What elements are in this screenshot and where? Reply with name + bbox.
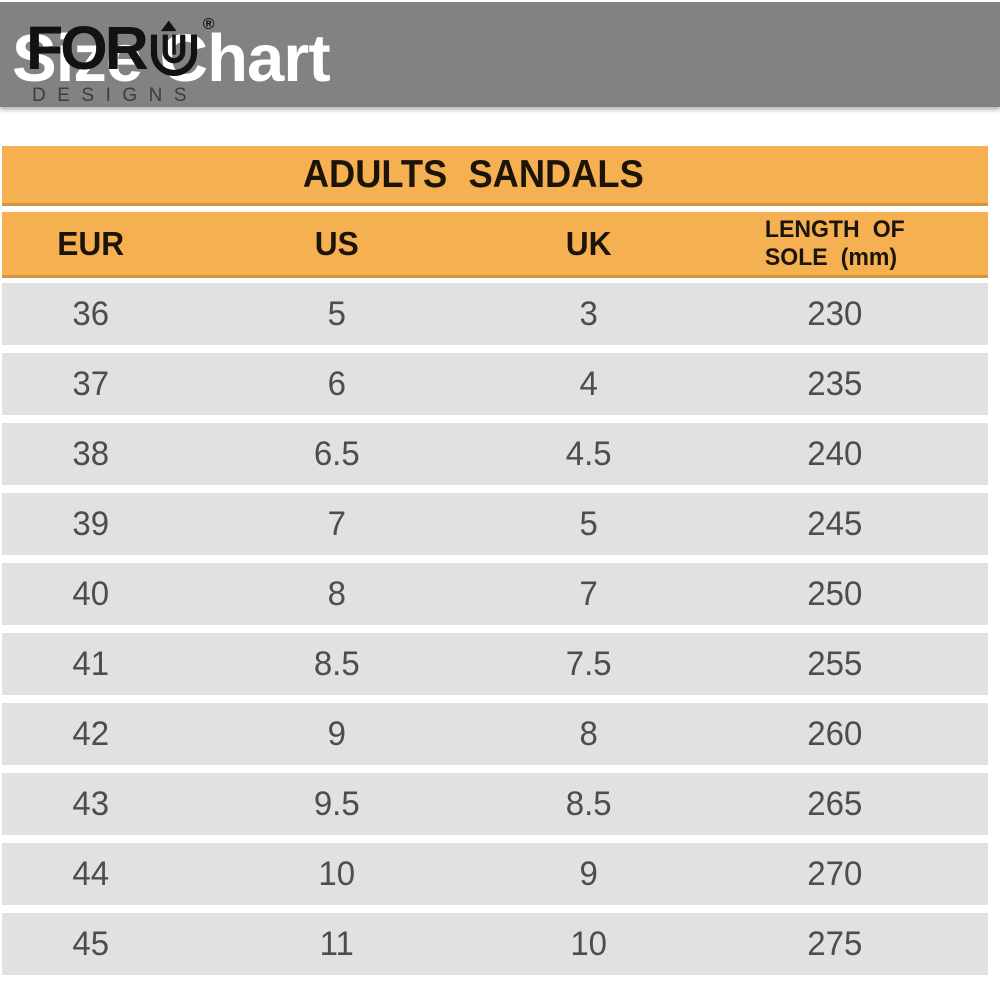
cell-sole-length: 245 [807,504,863,543]
cell-eur: 44 [72,854,110,893]
column-header-us: US [315,224,360,262]
cell-sole-length: 275 [807,924,863,963]
cell-eur: 45 [72,924,110,963]
table-title-band: ADULTS SANDALS [2,146,988,206]
cell-uk: 5 [579,504,598,543]
brand-banner: Size Chart FOR ® DESIGNS [0,2,1000,107]
cell-uk: 9 [579,854,598,893]
cell-eur: 39 [72,504,110,543]
cell-uk: 10 [570,924,607,963]
cell-eur: 36 [72,294,110,333]
column-header-eur: EUR [57,224,125,262]
table-row: 37 6 4 235 [2,353,988,415]
cell-us: 11 [320,924,355,963]
logo-text-for: FOR [26,14,149,82]
cell-uk: 4 [579,364,598,403]
logo-u-icon [150,20,197,76]
cell-uk: 3 [579,294,598,333]
table-row: 45 11 10 275 [2,913,988,975]
cell-eur: 38 [72,434,110,473]
column-header-length-line1: LENGTH OF [765,215,906,243]
cell-sole-length: 260 [807,714,863,753]
column-header-length-line2: SOLE (mm) [765,243,898,271]
cell-us: 9 [328,714,347,753]
table-header-row: EUR US UK LENGTH OF SOLE (mm) [2,212,988,278]
cell-us: 8.5 [314,644,361,683]
cell-us: 7 [328,504,347,543]
table-row: 41 8.5 7.5 255 [2,633,988,695]
column-header-length: LENGTH OF SOLE (mm) [682,216,988,271]
table-title: ADULTS SANDALS [302,152,644,196]
registered-trademark-icon: ® [202,16,215,33]
cell-sole-length: 240 [807,434,863,473]
cell-uk: 7.5 [565,644,612,683]
cell-uk: 8.5 [565,784,612,823]
cell-eur: 42 [72,714,110,753]
cell-eur: 40 [72,574,110,613]
cell-sole-length: 265 [807,784,863,823]
cell-sole-length: 270 [807,854,863,893]
cell-us: 5 [328,294,347,333]
cell-us: 8 [328,574,347,613]
table-row: 39 7 5 245 [2,493,988,555]
table-row: 42 9 8 260 [2,703,988,765]
cell-eur: 37 [72,364,110,403]
size-table-rows: 36 5 3 230 37 6 4 235 38 6.5 4.5 240 39 … [2,283,988,983]
table-row: 44 10 9 270 [2,843,988,905]
cell-sole-length: 255 [807,644,863,683]
cell-us: 10 [318,854,356,893]
cell-us: 6 [328,364,347,403]
table-row: 38 6.5 4.5 240 [2,423,988,485]
cell-uk: 4.5 [565,434,612,473]
cell-eur: 43 [72,784,110,823]
cell-sole-length: 235 [807,364,863,403]
cell-uk: 8 [579,714,598,753]
cell-eur: 41 [72,644,110,683]
table-row: 40 8 7 250 [2,563,988,625]
column-header-uk: UK [565,224,612,262]
cell-uk: 7 [579,574,598,613]
brand-logo: FOR ® DESIGNS [26,16,215,107]
table-row: 36 5 3 230 [2,283,988,345]
logo-text-designs: DESIGNS [32,85,199,106]
cell-sole-length: 250 [807,574,863,613]
cell-us: 6.5 [314,434,361,473]
cell-us: 9.5 [314,784,361,823]
cell-sole-length: 230 [807,294,863,333]
table-row: 43 9.5 8.5 265 [2,773,988,835]
